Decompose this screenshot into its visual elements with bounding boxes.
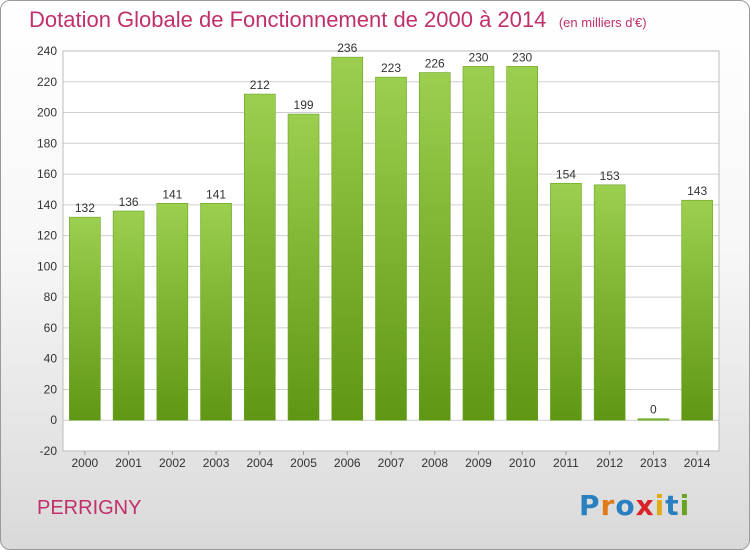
value-label-2013: 0: [650, 403, 657, 417]
y-tick-label: 80: [44, 290, 58, 304]
x-tick-label: 2005: [290, 456, 317, 470]
bar-2003: [200, 203, 232, 421]
y-tick-label: 180: [37, 136, 57, 150]
bar-2010: [506, 66, 539, 421]
value-label-2010: 230: [512, 50, 532, 64]
value-label-2000: 132: [75, 201, 95, 215]
y-tick-label: 240: [37, 44, 57, 58]
x-tick-label: 2006: [334, 456, 361, 470]
bar-2008: [418, 72, 451, 421]
logo-letter: i: [679, 489, 691, 522]
value-label-2004: 212: [250, 78, 270, 92]
x-tick-label: 2003: [203, 456, 230, 470]
bar-2007: [375, 76, 407, 421]
bar-2005: [287, 113, 320, 421]
value-label-2014: 143: [687, 184, 707, 198]
x-tick-label: 2014: [684, 456, 711, 470]
x-tick-label: 2013: [640, 456, 667, 470]
y-tick-label: 40: [44, 352, 58, 366]
commune-name: PERRIGNY: [37, 497, 142, 519]
logo-letter: t: [665, 489, 680, 522]
value-label-2011: 154: [556, 167, 576, 181]
x-tick-label: 2002: [159, 456, 186, 470]
bar-2000: [69, 216, 101, 421]
x-tick-label: 2009: [465, 456, 492, 470]
y-tick-label: 0: [50, 413, 57, 427]
y-tick-label: 200: [37, 106, 57, 120]
logo-letter: o: [615, 489, 636, 522]
y-tick-label: -20: [40, 444, 58, 458]
chart-title: Dotation Globale de Fonctionnement de 20…: [29, 7, 547, 32]
title-row: Dotation Globale de Fonctionnement de 20…: [29, 7, 647, 33]
x-tick-label: 2001: [115, 456, 142, 470]
bar-2004: [244, 93, 276, 421]
bar-2006: [331, 56, 364, 421]
logo-letter: x: [635, 489, 655, 522]
y-tick-label: 60: [44, 321, 58, 335]
value-label-2001: 136: [119, 195, 139, 209]
y-tick-label: 20: [44, 382, 58, 396]
logo-letter: r: [600, 489, 616, 522]
x-tick-label: 2004: [246, 456, 273, 470]
y-tick-label: 120: [37, 229, 57, 243]
y-tick-label: 100: [37, 259, 57, 273]
logo-letter: P: [579, 489, 601, 522]
y-tick-label: 140: [37, 198, 57, 212]
x-tick-label: 2007: [378, 456, 405, 470]
y-tick-label: 220: [37, 75, 57, 89]
bar-2011: [550, 183, 582, 421]
value-label-2002: 141: [162, 187, 182, 201]
chart-subtitle: (en milliers d'€): [558, 15, 647, 30]
value-label-2009: 230: [468, 50, 488, 64]
value-label-2005: 199: [294, 98, 314, 112]
x-tick-label: 2008: [421, 456, 448, 470]
value-label-2008: 226: [425, 57, 445, 71]
value-label-2003: 141: [206, 187, 226, 201]
bar-2001: [112, 210, 145, 421]
x-tick-label: 2011: [553, 456, 579, 470]
y-tick-label: 160: [37, 167, 57, 181]
x-tick-label: 2010: [509, 456, 536, 470]
bar-2013: [637, 418, 670, 421]
x-tick-label: 2000: [72, 456, 99, 470]
x-tick-label: 2012: [596, 456, 623, 470]
bar-2014: [681, 199, 713, 421]
value-label-2006: 236: [337, 41, 357, 55]
bar-2002: [156, 203, 189, 421]
value-label-2007: 223: [381, 61, 401, 75]
bar-2012: [593, 184, 626, 421]
value-label-2012: 153: [600, 169, 620, 183]
logo-letter: i: [654, 489, 666, 522]
bar-2009: [462, 66, 495, 421]
proxiti-logo: Proxiti: [579, 489, 690, 522]
